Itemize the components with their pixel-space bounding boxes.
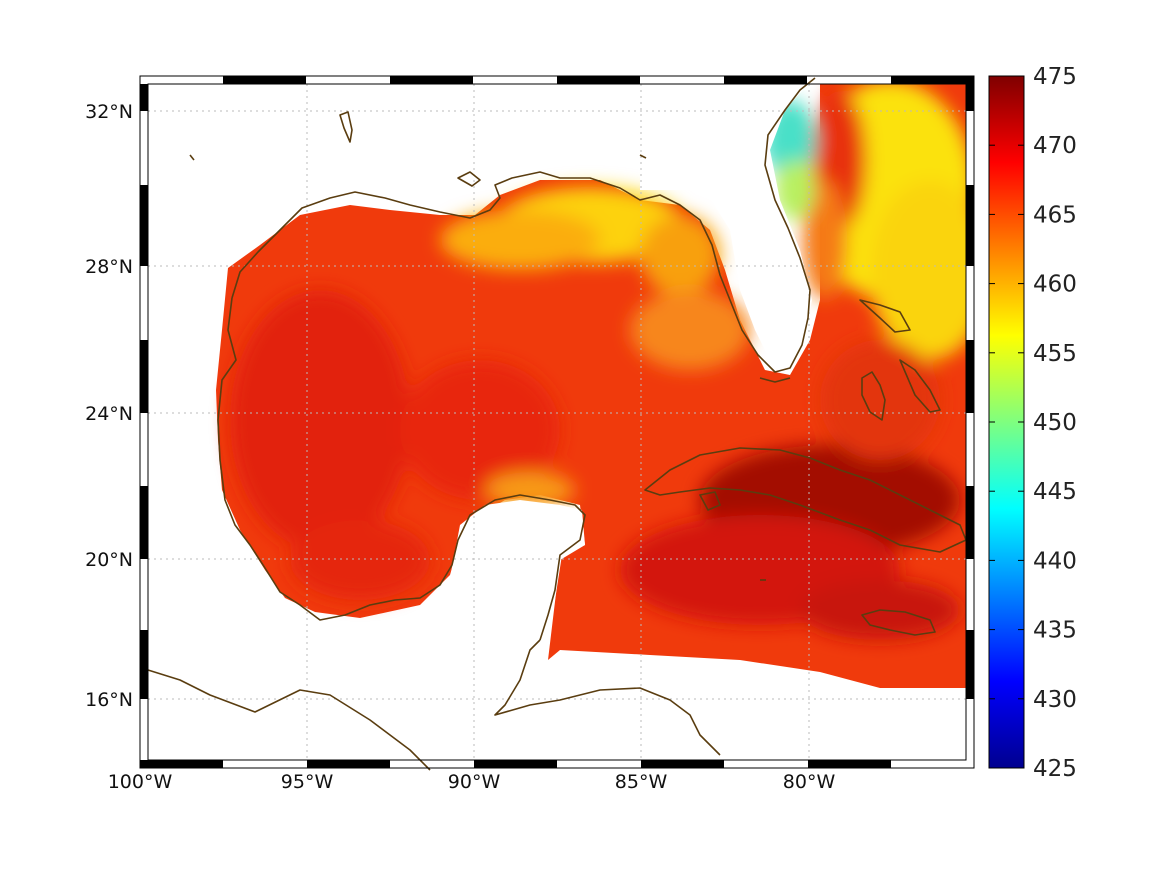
axes-frame <box>139 75 975 769</box>
colorbar-tick-label: 445 <box>1033 479 1077 505</box>
bahamas-2 <box>899 359 941 413</box>
yucatan-orange <box>485 472 575 508</box>
x-tick-label: 90°W <box>448 771 501 793</box>
colorbar-tick-label: 460 <box>1033 272 1077 298</box>
y-tick-labels: 32°N 28°N 24°N 20°N 16°N <box>85 101 133 711</box>
small-island-a <box>189 154 195 161</box>
jamaica <box>861 609 936 636</box>
central-red <box>400 360 560 500</box>
x-tick-label: 80°W <box>783 771 836 793</box>
colorbar-tick-label: 450 <box>1033 410 1077 436</box>
x-tick-label: 85°W <box>615 771 668 793</box>
colorbar-tick-label: 435 <box>1033 618 1077 644</box>
colorbar-tick-label: 465 <box>1033 202 1077 228</box>
small-island-b <box>639 154 647 159</box>
colorbar-tick-label: 440 <box>1033 548 1077 574</box>
colorbar-tick-label: 425 <box>1033 756 1077 782</box>
y-tick-label: 20°N <box>85 549 133 571</box>
coast-central-america <box>494 639 721 756</box>
colorbar-tick-label: 470 <box>1033 133 1077 159</box>
y-tick-label: 24°N <box>85 403 133 425</box>
colorbar-tick-label: 475 <box>1033 64 1077 90</box>
coastal-green <box>775 160 815 220</box>
bahamas-1 <box>859 299 911 333</box>
y-tick-label: 32°N <box>85 101 133 123</box>
atlantic-yellow-2 <box>870 180 966 360</box>
colorbar-tick-label: 430 <box>1033 687 1077 713</box>
andros <box>861 371 886 421</box>
gulfstream-orange <box>803 180 847 300</box>
west-red <box>230 290 410 550</box>
coast-us-gulf <box>231 77 816 373</box>
gridlines <box>148 84 966 760</box>
colorbar-labels: 475 470 465 460 455 450 445 440 435 430 425 <box>1033 64 1077 782</box>
coastline <box>147 77 967 771</box>
florida-land <box>640 84 812 365</box>
heatmap-field <box>148 84 966 760</box>
colorbar-ticks <box>989 75 1024 769</box>
isle-of-youth <box>699 491 721 511</box>
bay-campeche <box>290 520 430 600</box>
y-tick-label: 16°N <box>85 689 133 711</box>
loop-orange <box>630 290 750 370</box>
shelf-orange-east <box>640 215 720 295</box>
colorbar: 475 470 465 460 455 450 445 440 435 430 425 <box>988 64 1077 782</box>
x-tick-label: 95°W <box>281 771 334 793</box>
colorbar-tick-label: 455 <box>1033 341 1077 367</box>
ms-delta <box>457 171 481 187</box>
yucatan-land <box>148 500 966 760</box>
bahamas-red <box>820 340 940 460</box>
x-tick-labels: 100°W 95°W 90°W 85°W 80°W <box>108 771 836 793</box>
x-tick-label: 100°W <box>108 771 173 793</box>
coast-mexico-west <box>217 297 586 641</box>
y-tick-label: 28°N <box>85 256 133 278</box>
coast-pacific <box>147 669 431 771</box>
shelf-orange <box>440 210 600 270</box>
florida-keys <box>759 377 791 383</box>
ne-islands <box>339 111 353 143</box>
